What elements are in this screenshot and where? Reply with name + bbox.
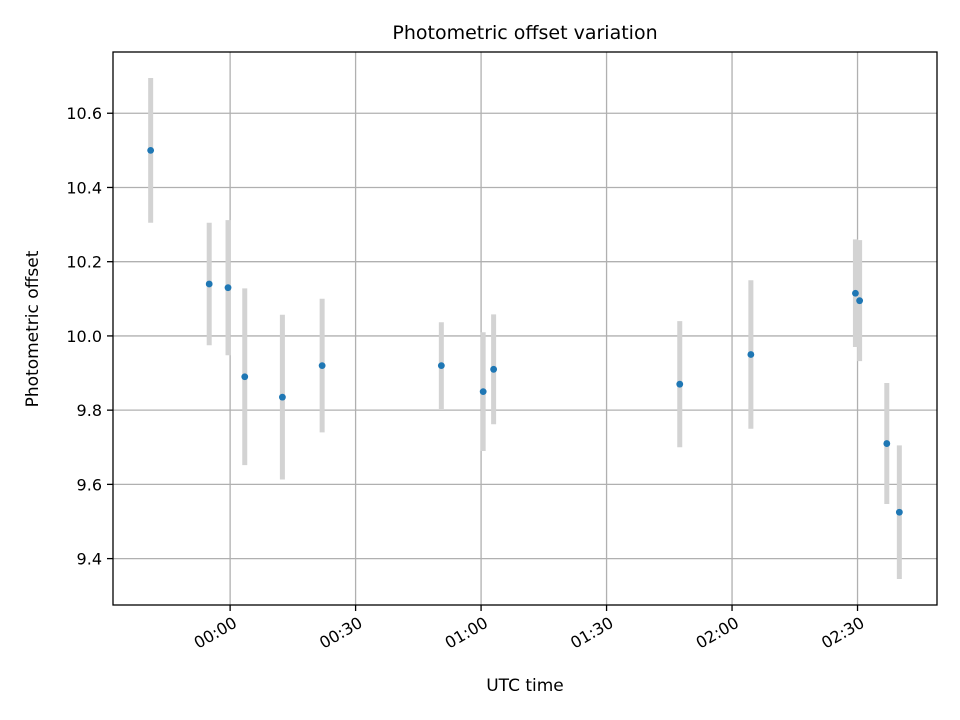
x-axis-label: UTC time bbox=[486, 676, 564, 696]
data-point bbox=[205, 280, 213, 288]
data-point bbox=[437, 362, 445, 370]
data-point bbox=[479, 388, 487, 395]
y-tick-label: 10.4 bbox=[66, 178, 102, 197]
data-point bbox=[883, 440, 891, 447]
y-tick-label: 10.2 bbox=[66, 253, 102, 272]
y-tick-label: 9.8 bbox=[77, 401, 102, 420]
data-point bbox=[241, 373, 249, 381]
data-point bbox=[224, 284, 232, 292]
data-point bbox=[147, 146, 155, 154]
data-point bbox=[676, 380, 684, 388]
data-point bbox=[318, 362, 326, 370]
plot-frame bbox=[112, 51, 938, 606]
y-tick-label: 10.6 bbox=[66, 104, 102, 123]
data-points bbox=[147, 146, 903, 516]
data-point bbox=[856, 297, 864, 305]
y-tick-label: 9.6 bbox=[77, 475, 102, 494]
chart-title: Photometric offset variation bbox=[392, 22, 657, 44]
y-tick-label: 10.0 bbox=[66, 327, 102, 346]
data-point bbox=[895, 508, 903, 516]
y-tick-label: 9.4 bbox=[77, 550, 102, 569]
y-axis-label: Photometric offset bbox=[23, 250, 43, 407]
data-point bbox=[852, 289, 859, 297]
data-point bbox=[747, 351, 755, 358]
data-point bbox=[279, 393, 286, 401]
data-point bbox=[490, 365, 498, 373]
